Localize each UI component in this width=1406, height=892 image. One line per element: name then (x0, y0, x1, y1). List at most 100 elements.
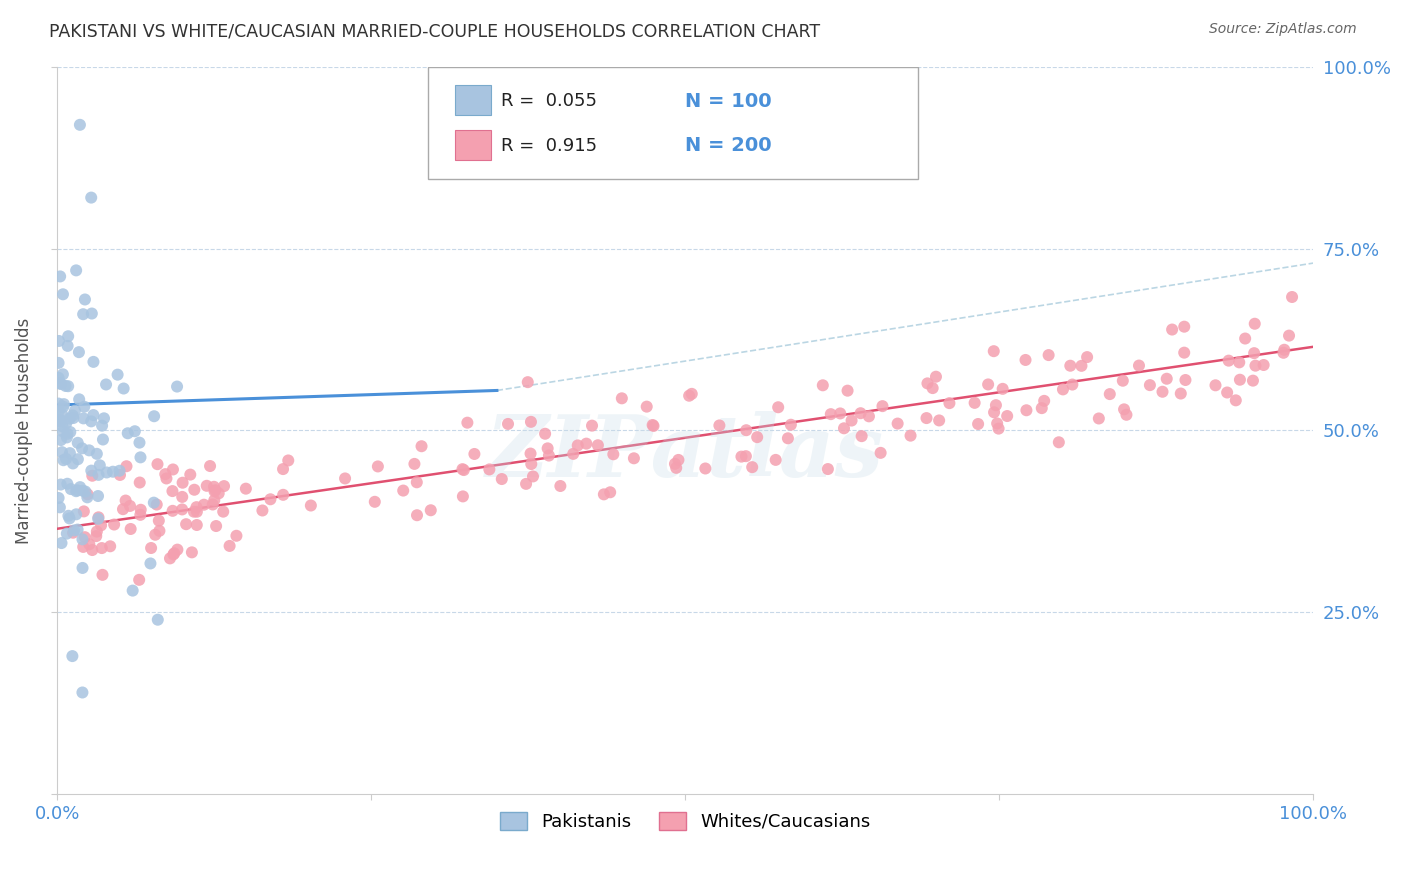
Point (56, 430, 79, 444)
Point (91, 567, 114, 582)
Point (695, 461, 717, 475)
Point (56, 379, 79, 393)
Point (575, 436, 598, 450)
Point (69, 480, 91, 494)
Point (610, 392, 633, 406)
Point (1156, 372, 1178, 386)
Point (101, 465, 124, 479)
Point (550, 479, 572, 493)
Point (183, 483, 205, 497)
Point (405, 475, 427, 490)
Point (56, 339, 79, 353)
Point (411, 439, 433, 453)
Point (128, 435, 150, 450)
Point (155, 467, 177, 482)
Point (56, 329, 79, 343)
Point (967, 417, 990, 431)
Point (80, 464, 103, 478)
Point (1216, 385, 1239, 400)
Point (537, 442, 560, 456)
Point (515, 476, 537, 491)
Point (1076, 350, 1098, 364)
Text: R =  0.915: R = 0.915 (501, 136, 596, 154)
Point (82, 468, 104, 483)
Text: Source: ZipAtlas.com: Source: ZipAtlas.com (1209, 22, 1357, 37)
Point (52, 287, 75, 301)
Point (537, 449, 560, 463)
Point (56, 526, 79, 541)
Point (166, 379, 188, 393)
Point (56, 426, 79, 441)
Point (1174, 373, 1197, 387)
Point (271, 462, 294, 476)
Legend: Pakistanis, Whites/Caucasians: Pakistanis, Whites/Caucasians (491, 803, 880, 840)
Point (139, 541, 162, 555)
Point (82, 408, 104, 422)
Point (52, 400, 75, 414)
Point (734, 449, 756, 463)
Point (115, 459, 138, 474)
Point (735, 423, 758, 437)
Point (463, 447, 485, 461)
Point (49, 500, 72, 515)
Point (925, 369, 948, 384)
Point (1139, 378, 1161, 392)
Point (664, 457, 686, 471)
Point (146, 457, 169, 471)
Point (202, 493, 225, 508)
Point (86, 524, 108, 539)
Point (183, 505, 205, 519)
Point (63, 524, 86, 538)
Point (186, 500, 208, 515)
Point (65, 263, 87, 277)
Point (995, 409, 1018, 423)
Point (983, 344, 1005, 359)
Point (202, 480, 225, 494)
Point (1281, 290, 1303, 304)
Point (155, 471, 177, 485)
Point (562, 447, 585, 461)
Point (143, 409, 166, 424)
Point (516, 375, 538, 389)
Point (70, 442, 93, 456)
Point (48, 414, 70, 428)
Point (212, 505, 235, 519)
Point (49, 433, 72, 447)
Point (75, 484, 97, 499)
Point (172, 490, 194, 504)
Text: ZIPatlas: ZIPatlas (486, 410, 884, 494)
Point (364, 495, 387, 509)
Point (48, 396, 70, 410)
Point (225, 529, 247, 543)
Point (51, 419, 73, 434)
Point (204, 483, 226, 498)
Point (120, 522, 142, 536)
Point (60, 649, 83, 664)
Point (820, 407, 842, 421)
Point (581, 418, 603, 433)
Point (921, 381, 943, 395)
Point (984, 398, 1007, 412)
Y-axis label: Married-couple Households: Married-couple Households (15, 318, 32, 543)
Point (1128, 359, 1150, 373)
Point (51, 445, 73, 459)
Point (66, 452, 89, 467)
Point (534, 426, 557, 441)
Point (1234, 332, 1257, 346)
Point (193, 498, 215, 512)
Point (766, 401, 789, 415)
Point (145, 498, 167, 512)
Point (162, 548, 184, 562)
Point (204, 484, 226, 499)
Text: N = 200: N = 200 (685, 136, 772, 155)
Point (602, 447, 624, 461)
Point (367, 459, 389, 474)
Point (392, 483, 415, 498)
Point (180, 545, 202, 559)
Point (51, 536, 73, 550)
Point (1243, 346, 1265, 360)
Point (87, 512, 110, 526)
Point (886, 417, 908, 431)
Point (148, 524, 170, 538)
Point (72, 533, 94, 547)
